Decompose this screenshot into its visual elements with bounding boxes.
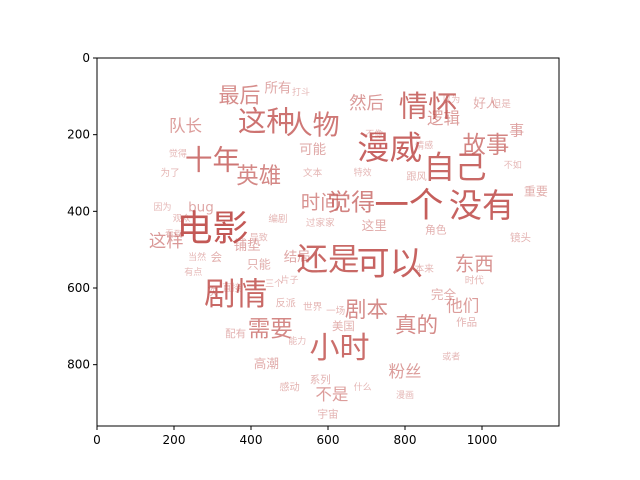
word-cloud-word: 时间	[301, 191, 340, 214]
word-cloud-word: 所有	[264, 81, 291, 97]
word-cloud-word: 可以	[357, 244, 423, 283]
word-cloud-word: 跟风	[406, 171, 426, 183]
word-cloud-word: 觉得	[327, 189, 375, 217]
word-cloud-word: 镜头	[510, 231, 531, 244]
word-cloud-word: 次	[207, 285, 218, 298]
word-cloud-word: 觉得	[169, 147, 187, 159]
word-cloud-word: 漫画	[396, 389, 414, 401]
word-cloud-word: 结局	[284, 249, 311, 265]
word-cloud-word: 情感	[415, 140, 433, 152]
word-cloud-word: 时代	[465, 274, 485, 286]
word-cloud-word: 三个	[265, 279, 283, 290]
x-tick-label: 0	[93, 433, 101, 447]
y-tick-label: 800	[67, 358, 90, 372]
word-cloud-word: 这种	[238, 105, 295, 138]
word-cloud-word: 文本	[303, 167, 323, 179]
word-cloud-word: 剧本	[345, 298, 388, 323]
y-tick-label: 0	[82, 51, 90, 65]
word-cloud-word: 会	[211, 250, 222, 264]
word-cloud-word: 看到	[165, 228, 183, 240]
word-cloud-word: 情怀	[399, 89, 458, 123]
x-tick-label: 600	[317, 433, 340, 447]
word-cloud-word: 美国	[332, 319, 355, 333]
word-cloud-word: 自己	[424, 150, 487, 186]
word-cloud-word: 不像	[365, 128, 383, 140]
word-cloud-word: 可能	[299, 142, 326, 158]
word-cloud-word: 片子	[280, 274, 298, 286]
word-cloud-word: 编剧	[268, 213, 287, 225]
word-cloud-word: 粉丝	[389, 362, 422, 381]
word-cloud-word: 他们	[446, 297, 479, 316]
word-cloud-word: 有点	[184, 266, 202, 278]
word-cloud-word: 观众	[173, 214, 191, 225]
word-cloud-word: bug	[188, 200, 214, 216]
word-cloud-word: 为了	[161, 167, 180, 179]
word-cloud-word: 世界	[303, 301, 323, 313]
word-cloud-word: 还是	[296, 242, 359, 278]
word-cloud-word: 重要	[524, 185, 548, 199]
x-tick-label: 800	[394, 433, 417, 447]
word-cloud-word: 剧情	[204, 277, 267, 313]
word-cloud-word: 角色	[425, 223, 447, 237]
word-cloud-word: 直接	[222, 282, 242, 294]
word-cloud-word: 特效	[354, 167, 372, 179]
word-cloud-word: 这样	[149, 232, 184, 252]
word-cloud-word: 配有	[225, 327, 246, 340]
word-cloud-word: 人物	[286, 111, 340, 142]
word-cloud-word: 感动	[279, 381, 299, 394]
word-cloud-word: 但是	[492, 98, 512, 110]
word-cloud-word: 好人	[473, 96, 499, 111]
word-cloud-word: 宇宙	[318, 408, 339, 421]
word-cloud-word: 不如	[504, 159, 522, 171]
word-cloud-word: 队长	[169, 117, 202, 136]
word-cloud-word: 系列	[310, 373, 331, 386]
y-axis: 0 200 400 600 800	[67, 51, 97, 372]
word-cloud-word: 什么	[354, 381, 372, 393]
x-tick-label: 1000	[467, 433, 498, 447]
word-cloud-word: 故事	[462, 131, 509, 159]
word-cloud-word: 真的	[395, 313, 438, 338]
word-cloud-word: 一个	[374, 186, 443, 226]
word-cloud-word: 逻辑	[427, 109, 460, 128]
y-tick-label: 600	[67, 281, 90, 295]
word-cloud-word: 铺垫	[234, 238, 261, 254]
word-cloud-word: 最后	[218, 83, 260, 107]
x-axis: 0 200 400 600 800 1000	[93, 426, 497, 447]
word-cloud-word: 因为	[153, 201, 171, 213]
word-cloud-word: 完全	[431, 287, 457, 302]
word-cloud-word: 反派	[275, 297, 295, 309]
word-cloud-word: 漫威	[357, 129, 422, 167]
word-cloud-word: 以为	[442, 94, 460, 106]
word-cloud-word: 只能	[247, 258, 271, 272]
word-cloud-word: 然后	[349, 94, 384, 114]
word-cloud-word: 这里	[362, 218, 387, 233]
word-cloud-word: 没有	[449, 186, 515, 225]
y-tick-label: 400	[67, 204, 90, 218]
word-cloud-word: 导致	[250, 232, 268, 244]
word-cloud-word: 能力	[288, 335, 306, 347]
word-cloud-word: 十年	[185, 144, 240, 177]
word-cloud-word: 过家家	[306, 217, 335, 229]
word-cloud-word: 小时	[310, 331, 370, 366]
x-tick-label: 400	[240, 433, 263, 447]
word-cloud-word: 打斗	[292, 86, 310, 98]
word-cloud-word: 当然	[188, 251, 206, 263]
x-tick-label: 200	[163, 433, 186, 447]
word-cloud-word: 一场	[326, 306, 346, 317]
y-tick-label: 200	[67, 128, 90, 142]
word-cloud-word: 或者	[442, 351, 460, 363]
word-cloud-word: 作品	[456, 317, 477, 329]
word-cloud-word: 事	[509, 121, 524, 139]
word-cloud-word: 需要	[248, 317, 293, 343]
word-cloud-word: 英雄	[236, 163, 281, 189]
word-cloud-word: 不是	[315, 385, 348, 404]
word-cloud-word: 高潮	[254, 356, 279, 371]
word-cloud-word: 本来	[415, 263, 435, 275]
word-cloud-word: 东西	[455, 253, 494, 276]
word-cloud-word: 电影	[176, 209, 248, 250]
